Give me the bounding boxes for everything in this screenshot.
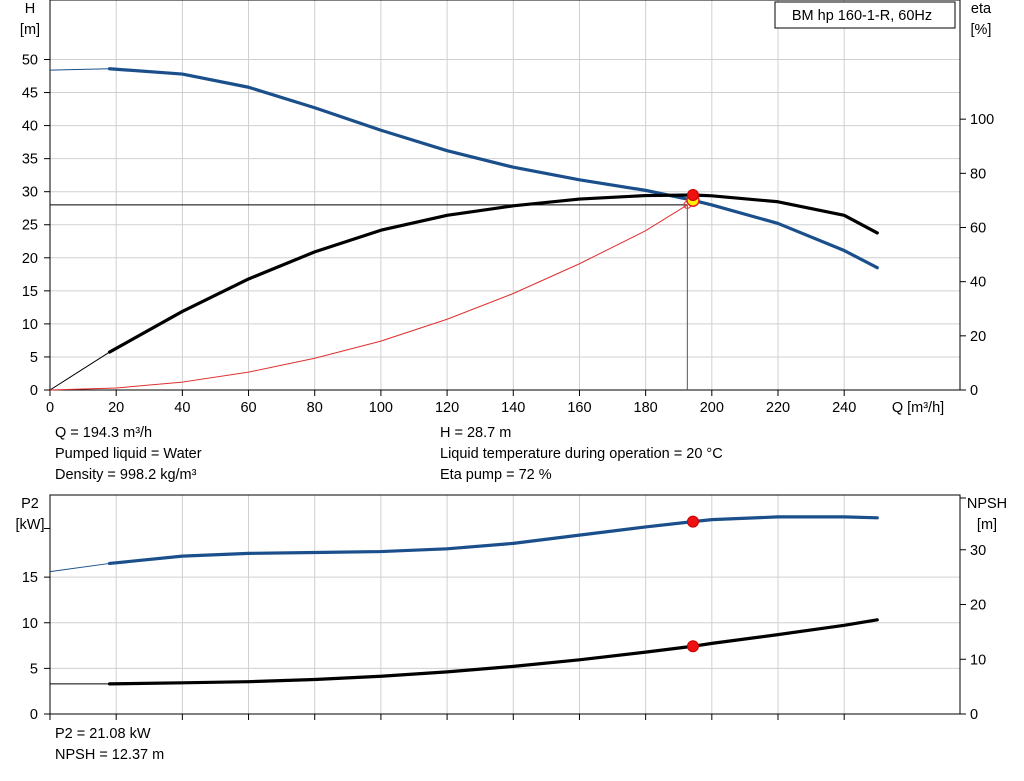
density-readout: Density = 998.2 kg/m³ <box>55 467 197 483</box>
power-readout: P2 = 21.08 kW <box>55 726 151 742</box>
npsh-readout: NPSH = 12.37 m <box>55 747 165 763</box>
y2-tick-label: 60 <box>970 221 986 237</box>
y-tick-label: 10 <box>22 616 38 632</box>
flow-readout: Q = 194.3 m³/h <box>55 425 153 441</box>
y2-tick-label: 40 <box>970 275 986 291</box>
x-tick-label: 0 <box>46 400 54 416</box>
y-tick-label: 5 <box>30 350 38 366</box>
y2-tick-label: 0 <box>970 383 978 399</box>
y2-axis-title: eta <box>971 1 992 17</box>
x-tick-label: 40 <box>174 400 190 416</box>
y2-axis-unit: [m] <box>977 517 997 533</box>
x-axis-title: Q [m³/h] <box>892 400 944 416</box>
y-tick-label: 5 <box>30 661 38 677</box>
efficiency-curve <box>107 193 879 354</box>
npsh-curve <box>107 618 879 686</box>
y-tick-label: 45 <box>22 86 38 102</box>
y-tick-label: 30 <box>22 185 38 201</box>
chart-title: BM hp 160-1-R, 60Hz <box>792 8 932 24</box>
x-tick-label: 20 <box>108 400 124 416</box>
x-tick-label: 120 <box>435 400 459 416</box>
info-right-top: H = 28.7 m Liquid temperature during ope… <box>440 423 723 486</box>
y-tick-label: 15 <box>22 284 38 300</box>
y2-tick-label: 20 <box>970 329 986 345</box>
eta-readout: Eta pump = 72 % <box>440 467 552 483</box>
duty-point-eta-marker <box>686 189 699 201</box>
y-tick-label: 15 <box>22 570 38 586</box>
head-readout: H = 28.7 m <box>440 425 512 441</box>
x-tick-label: 200 <box>700 400 724 416</box>
y-tick-label: 35 <box>22 152 38 168</box>
x-tick-label: 240 <box>832 400 856 416</box>
pumped-liquid-readout: Pumped liquid = Water <box>55 446 202 462</box>
y2-tick-label: 0 <box>970 707 978 723</box>
y2-axis-title: NPSH <box>967 496 1007 512</box>
x-tick-label: 80 <box>307 400 323 416</box>
y-tick-label: 50 <box>22 52 38 68</box>
y2-axis-unit: [%] <box>971 22 992 38</box>
y-tick-label: 25 <box>22 218 38 234</box>
x-tick-label: 60 <box>240 400 256 416</box>
plot-frame <box>49 0 961 391</box>
y-axis-title: H <box>25 1 35 17</box>
x-tick-label: 140 <box>501 400 525 416</box>
x-tick-label: 160 <box>567 400 591 416</box>
x-tick-label: 180 <box>634 400 658 416</box>
y-tick-label: 20 <box>22 251 38 267</box>
y2-tick-label: 10 <box>970 652 986 668</box>
system-curve <box>49 204 688 391</box>
duty-point-npsh-marker <box>686 640 699 653</box>
efficiency-extrapolated <box>49 351 110 391</box>
y2-tick-label: 100 <box>970 112 994 128</box>
temperature-readout: Liquid temperature during operation = 20… <box>440 446 723 462</box>
power-curve <box>107 515 879 566</box>
info-left-top: Q = 194.3 m³/h Pumped liquid = Water Den… <box>55 423 202 486</box>
y-tick-label: 0 <box>30 707 38 723</box>
duty-point-power-marker <box>686 515 699 528</box>
head-extrapolated <box>49 68 110 71</box>
x-tick-label: 220 <box>766 400 790 416</box>
y2-tick-label: 30 <box>970 543 986 559</box>
y2-tick-label: 20 <box>970 598 986 614</box>
y-axis-unit: [kW] <box>16 517 45 533</box>
y2-tick-label: 80 <box>970 166 986 182</box>
y-tick-label: 40 <box>22 119 38 135</box>
power-extrapolated <box>49 562 110 573</box>
info-bottom: P2 = 21.08 kW NPSH = 12.37 m <box>55 724 164 766</box>
y-tick-label: 10 <box>22 317 38 333</box>
x-tick-label: 100 <box>369 400 393 416</box>
y-axis-unit: [m] <box>20 22 40 38</box>
chart-title-box <box>774 1 956 29</box>
y-tick-label: 0 <box>30 383 38 399</box>
y-axis-title: P2 <box>21 496 39 512</box>
head-curve <box>107 67 879 270</box>
